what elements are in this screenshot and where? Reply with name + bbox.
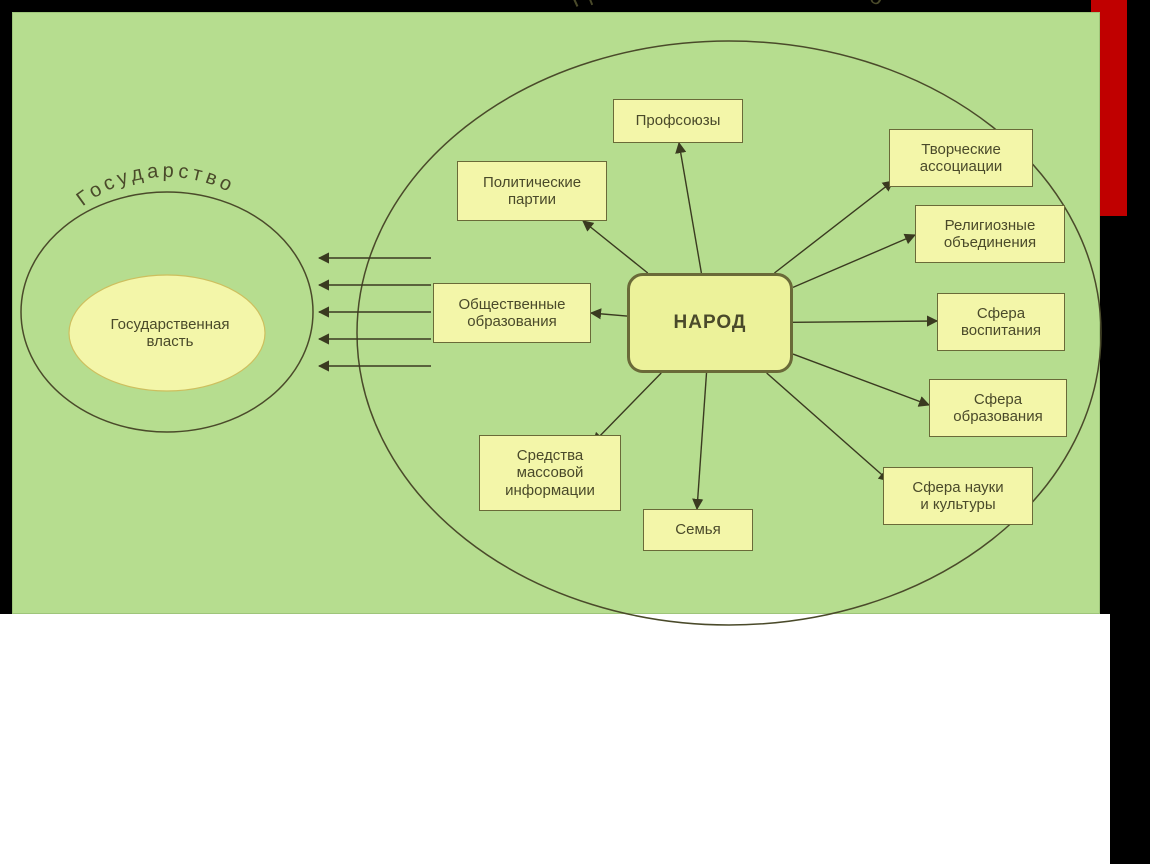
public-edu: Общественные образования xyxy=(433,283,591,343)
people-center: НАРОД xyxy=(627,273,793,373)
science-culture: Сфера науки и культуры xyxy=(883,467,1033,525)
state-power: Государственная власть xyxy=(95,311,245,355)
mass-media: Средства массовой информации xyxy=(479,435,621,511)
svg-text:Государство: Государство xyxy=(73,160,240,211)
diagram-canvas: ГосударствоГражданское общество НАРОДПро… xyxy=(12,12,1100,614)
slide-frame: Государство Гражданское общество НАРОД Про… xyxy=(0,0,1150,864)
trade-unions: Профсоюзы xyxy=(613,99,743,143)
political-parties: Политические партии xyxy=(457,161,607,221)
religious-assoc: Религиозные объединения xyxy=(915,205,1065,263)
svg-text:Гражданское общество: Гражданское общество xyxy=(567,0,892,12)
white-pad xyxy=(0,614,1110,864)
family: Семья xyxy=(643,509,753,551)
upbringing-sphere: Сфера воспитания xyxy=(937,293,1065,351)
creative-assoc: Творческие ассоциации xyxy=(889,129,1033,187)
education-sphere: Сфера образования xyxy=(929,379,1067,437)
